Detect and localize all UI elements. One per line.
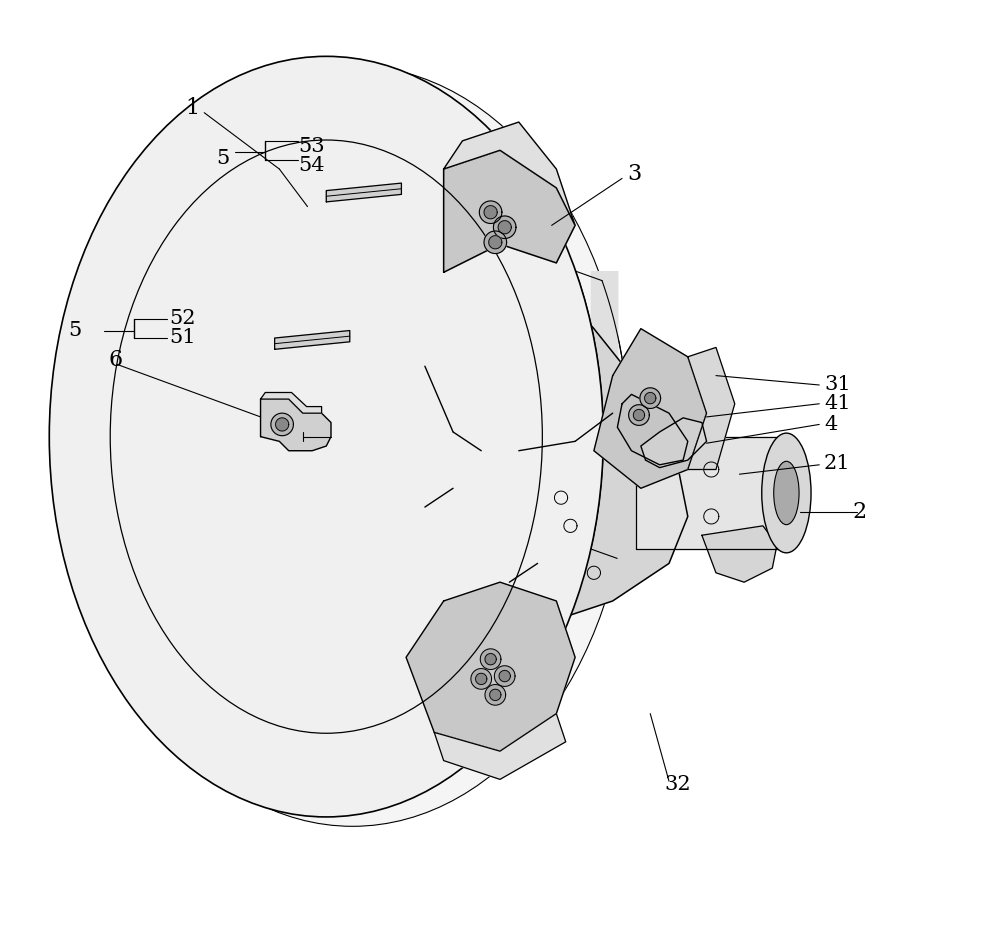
Polygon shape <box>489 236 502 249</box>
Polygon shape <box>640 388 661 408</box>
Polygon shape <box>688 347 735 470</box>
Text: 21: 21 <box>824 454 851 473</box>
Polygon shape <box>444 122 575 225</box>
Text: 2: 2 <box>852 500 866 523</box>
Polygon shape <box>406 582 575 751</box>
Polygon shape <box>479 201 502 223</box>
Polygon shape <box>276 418 289 431</box>
Polygon shape <box>261 399 331 451</box>
Text: 32: 32 <box>664 775 691 793</box>
Polygon shape <box>498 221 511 234</box>
Polygon shape <box>476 673 487 685</box>
Polygon shape <box>485 654 496 665</box>
Polygon shape <box>434 714 566 779</box>
Polygon shape <box>271 413 293 436</box>
Polygon shape <box>629 405 649 425</box>
Polygon shape <box>494 666 515 686</box>
Ellipse shape <box>762 433 811 553</box>
Text: 41: 41 <box>824 394 851 413</box>
Polygon shape <box>617 394 688 465</box>
Polygon shape <box>406 235 688 620</box>
Polygon shape <box>261 393 322 413</box>
Polygon shape <box>499 670 510 682</box>
Text: 54: 54 <box>298 156 325 175</box>
Polygon shape <box>485 685 506 705</box>
Polygon shape <box>702 526 777 582</box>
Polygon shape <box>645 393 656 404</box>
Polygon shape <box>484 231 507 254</box>
Polygon shape <box>480 649 501 670</box>
Text: 4: 4 <box>824 415 837 434</box>
Polygon shape <box>490 689 501 700</box>
Text: 53: 53 <box>298 137 325 156</box>
Polygon shape <box>444 150 575 272</box>
Ellipse shape <box>49 56 603 817</box>
Text: 52: 52 <box>169 309 196 328</box>
Polygon shape <box>636 437 786 549</box>
Polygon shape <box>594 329 707 488</box>
Text: 3: 3 <box>627 162 641 185</box>
Polygon shape <box>493 216 516 239</box>
Text: 6: 6 <box>108 348 123 371</box>
Ellipse shape <box>76 66 630 826</box>
Text: 5: 5 <box>68 321 81 340</box>
Text: 1: 1 <box>185 97 200 119</box>
Text: 5: 5 <box>216 149 230 168</box>
Polygon shape <box>484 206 497 219</box>
Polygon shape <box>471 669 492 689</box>
Polygon shape <box>326 183 401 202</box>
Text: 51: 51 <box>169 328 196 346</box>
Polygon shape <box>633 409 645 421</box>
Polygon shape <box>641 418 707 468</box>
Polygon shape <box>275 331 350 349</box>
Text: 31: 31 <box>824 375 851 393</box>
Ellipse shape <box>774 461 799 525</box>
